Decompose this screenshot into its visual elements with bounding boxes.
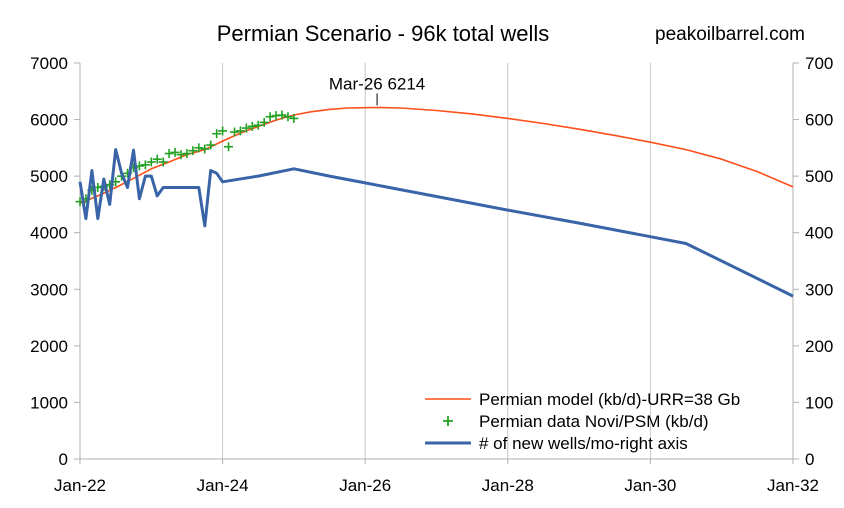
y-tick-label-right: 300 (805, 280, 833, 299)
peak-annotation: Mar-26 6214 (329, 74, 425, 106)
axes (79, 63, 794, 460)
y-tick-label-left: 3000 (30, 280, 68, 299)
data-point-marker (283, 112, 293, 122)
data-point-marker (140, 160, 150, 170)
data-point-marker (158, 157, 168, 167)
y-axis-right-ticks: 0 100 200 300 400 500 600 700 (793, 54, 833, 469)
data-point-marker (224, 142, 234, 152)
legend: Permian model (kb/d)-URR=38 Gb Permian da… (425, 390, 740, 453)
y-tick-label-left: 5000 (30, 167, 68, 186)
x-tick-label: Jan-26 (339, 476, 391, 495)
data-point-marker (182, 149, 192, 159)
series-line-new-wells (78, 148, 794, 298)
x-tick-label: Jan-32 (767, 476, 819, 495)
y-tick-label-left: 7000 (30, 54, 68, 73)
x-tick-label: Jan-30 (624, 476, 676, 495)
data-point-marker (247, 121, 257, 131)
y-tick-label-right: 400 (805, 224, 833, 243)
y-tick-label-left: 2000 (30, 337, 68, 356)
data-point-marker (218, 126, 228, 136)
data-point-marker (265, 112, 275, 122)
data-point-marker (253, 120, 263, 130)
series-layer (75, 106, 794, 298)
data-point-marker (277, 110, 287, 120)
data-point-marker (194, 143, 204, 153)
data-point-marker (188, 146, 198, 156)
y-tick-label-right: 700 (805, 54, 833, 73)
y-tick-label-right: 600 (805, 111, 833, 130)
y-tick-label-right: 500 (805, 167, 833, 186)
chart-title: Permian Scenario - 96k total wells (217, 21, 550, 46)
x-tick-label: Jan-22 (54, 476, 106, 495)
x-axis-ticks: Jan-22 Jan-24 Jan-26 Jan-28 Jan-30 Jan-32 (54, 459, 819, 495)
y-tick-label-left: 0 (59, 450, 68, 469)
y-tick-label-left: 6000 (30, 111, 68, 130)
data-point-marker (164, 149, 174, 159)
data-point-marker (289, 113, 299, 123)
data-point-marker (200, 144, 210, 154)
x-tick-label: Jan-28 (482, 476, 534, 495)
y-tick-label-left: 1000 (30, 393, 68, 412)
annotation-text: Mar-26 6214 (329, 74, 425, 93)
legend-label: Permian model (kb/d)-URR=38 Gb (479, 390, 740, 409)
data-point-marker (146, 157, 156, 167)
data-point-marker (152, 154, 162, 164)
legend-label: # of new wells/mo-right axis (479, 434, 688, 453)
y-tick-label-right: 100 (805, 393, 833, 412)
data-point-marker (235, 126, 245, 136)
y-tick-label-right: 0 (805, 450, 814, 469)
data-point-marker (259, 117, 269, 127)
data-point-marker (206, 140, 216, 150)
series-line-model (79, 106, 794, 205)
data-point-marker (229, 127, 239, 137)
legend-label: Permian data Novi/PSM (kb/d) (479, 412, 709, 431)
y-tick-label-left: 4000 (30, 224, 68, 243)
x-tick-label: Jan-24 (197, 476, 249, 495)
data-point-marker (241, 123, 251, 133)
source-label: peakoilbarrel.com (655, 24, 805, 45)
data-point-marker (212, 129, 222, 139)
y-tick-label-right: 200 (805, 337, 833, 356)
data-point-marker (176, 150, 186, 160)
data-point-marker (170, 147, 180, 157)
y-axis-left-ticks: 0 1000 2000 3000 4000 5000 6000 7000 (30, 54, 80, 469)
